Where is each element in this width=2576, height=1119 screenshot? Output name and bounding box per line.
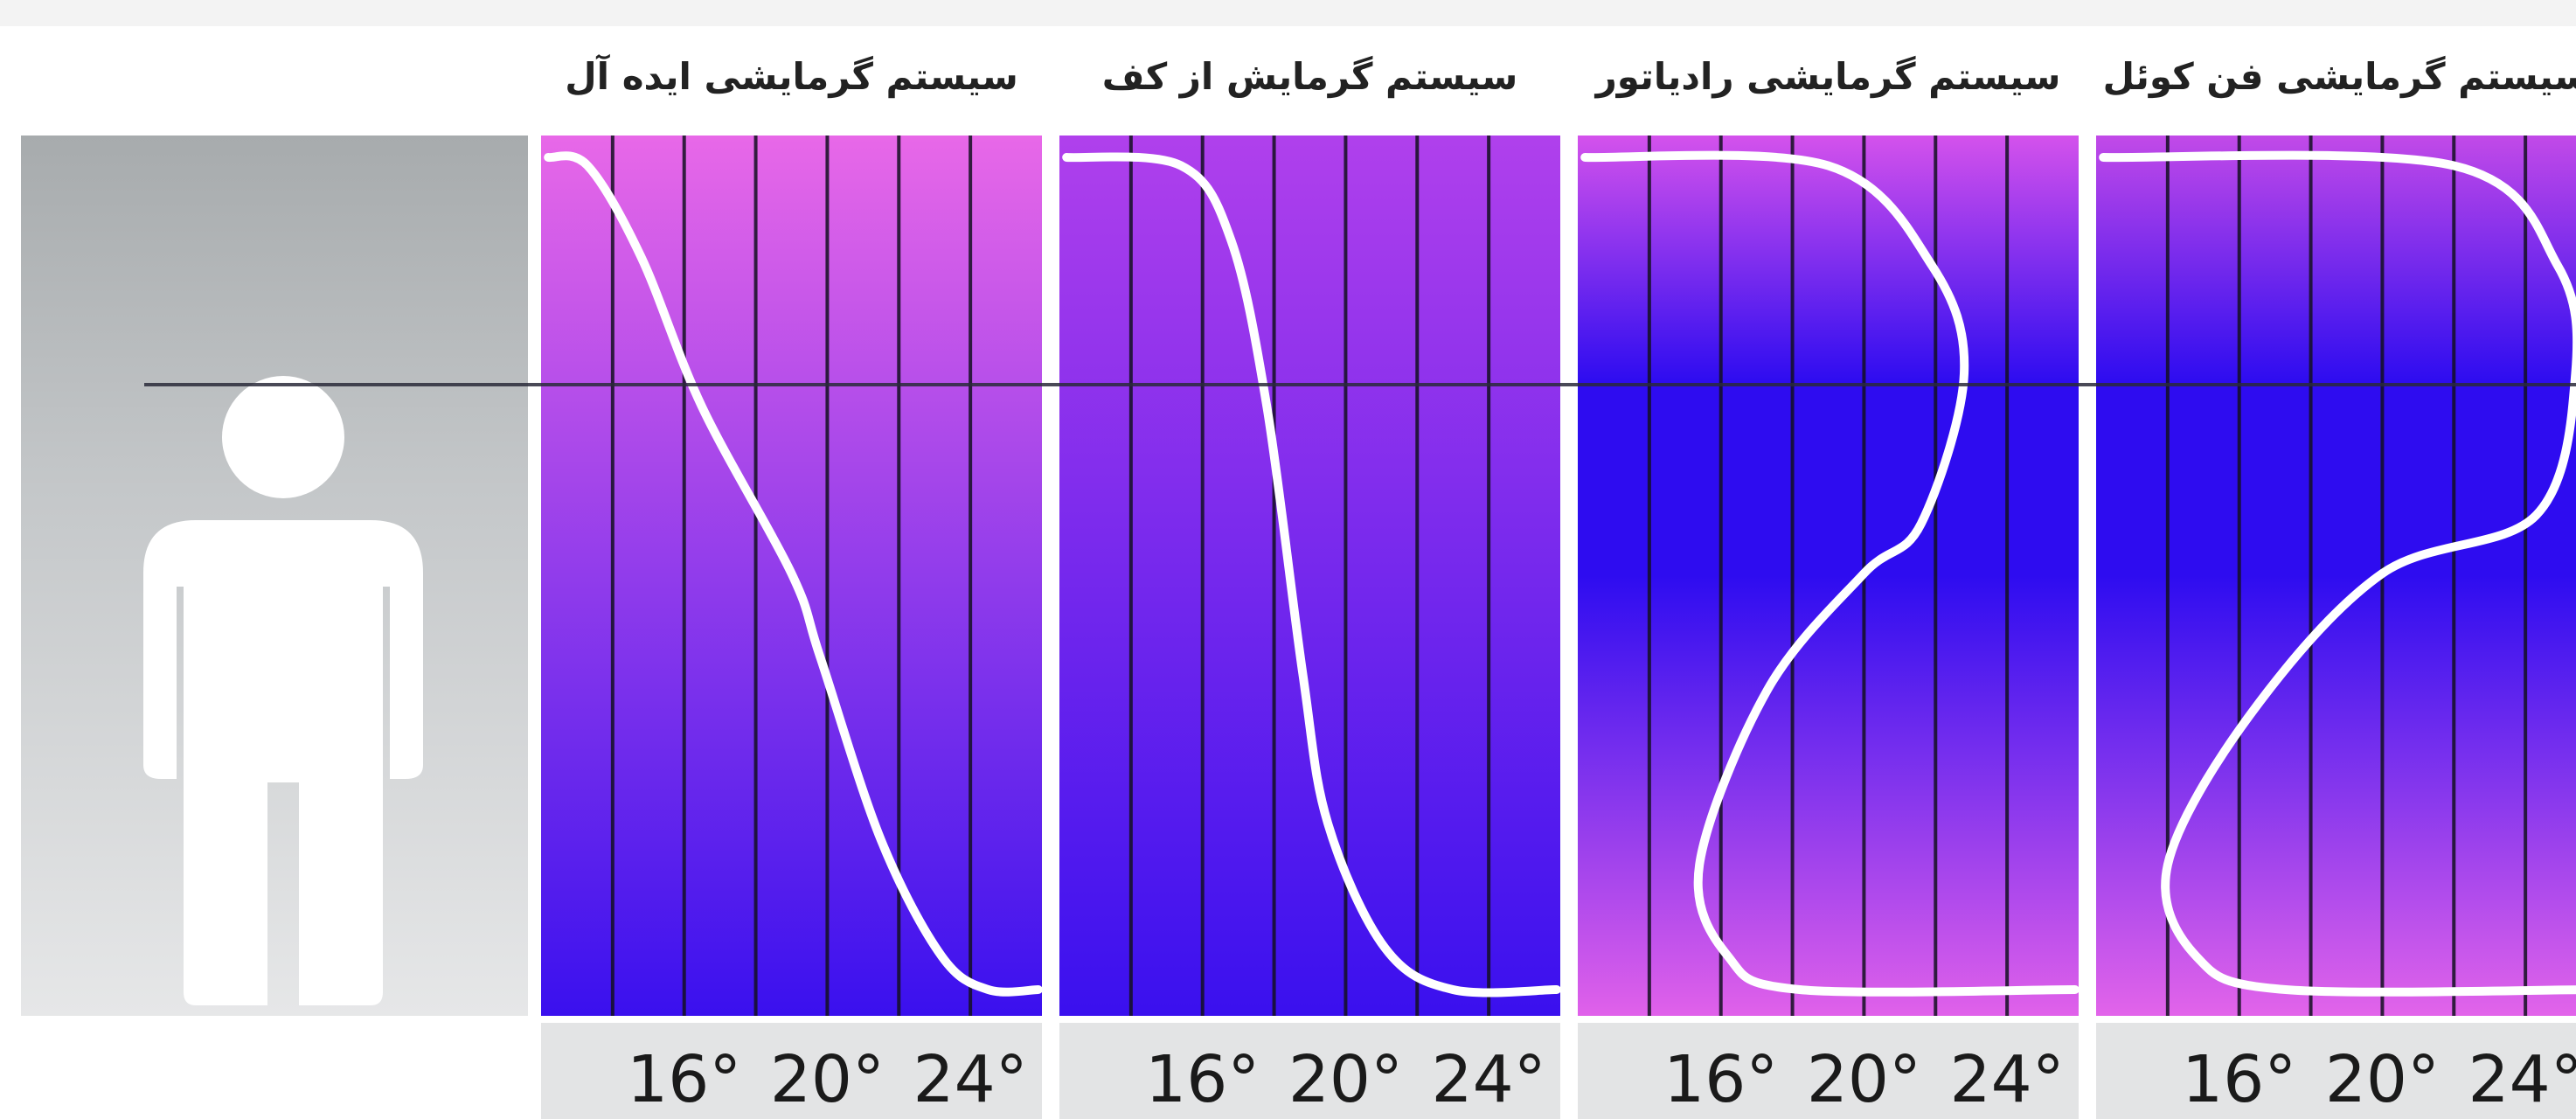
temperature-profile-line [2099, 150, 2576, 997]
x-axis-ticks-radiator: 16° 20° 24° [1578, 1023, 2079, 1119]
tick-label: 20° [769, 1042, 885, 1117]
chart-panel-floor [1059, 136, 1560, 1016]
chart-panel-radiator [1578, 136, 2079, 1016]
temperature-profile-line [544, 151, 1042, 997]
x-axis-ticks-fan-coil: 16° 20° 24° [2096, 1023, 2576, 1119]
chart-title-floor: سیستم گرمایش از کف [1101, 54, 1518, 98]
tick-label: 16° [2182, 1042, 2297, 1117]
chart-panel-fan-coil [2096, 136, 2576, 1016]
chart-panel-ideal [541, 136, 1042, 1016]
temperature-gradient [1059, 136, 1560, 1016]
x-axis-ticks-floor: 16° 20° 24° [1059, 1023, 1560, 1119]
person-silhouette-icon [143, 376, 423, 1005]
tick-label: 20° [1806, 1042, 1922, 1117]
temperature-gradient [1578, 136, 2079, 1016]
chart-svg [544, 136, 1042, 1016]
head-height-line [144, 383, 2576, 386]
chart-svg [1580, 136, 2079, 1016]
tick-label: 16° [1145, 1042, 1260, 1117]
chart-svg [2099, 136, 2576, 1016]
temperature-gradient [2096, 136, 2576, 1016]
chart-svg [1062, 136, 1560, 1016]
tick-label: 20° [2324, 1042, 2441, 1117]
person-panel [21, 136, 528, 1016]
tick-label: 24° [1949, 1042, 2065, 1117]
chart-title-ideal: سیستم گرمایشی ایده آل [565, 54, 1018, 98]
top-band [0, 0, 2576, 26]
tick-label: 24° [913, 1042, 1028, 1117]
x-axis-ticks-ideal: 16° 20° 24° [541, 1023, 1042, 1119]
chart-title-fan-coil: سیستم گرمایشی فن کوئل [2102, 54, 2576, 98]
temperature-profile-line [1580, 150, 2079, 997]
temperature-profile-line [1062, 152, 1560, 997]
chart-title-radiator: سیستم گرمایشی رادیاتور [1595, 54, 2061, 98]
tick-label: 16° [1663, 1042, 1779, 1117]
tick-label: 16° [627, 1042, 742, 1117]
title-band [0, 26, 2576, 129]
tick-label: 24° [1431, 1042, 1546, 1117]
tick-label: 24° [2468, 1042, 2576, 1117]
tick-label: 20° [1288, 1042, 1404, 1117]
